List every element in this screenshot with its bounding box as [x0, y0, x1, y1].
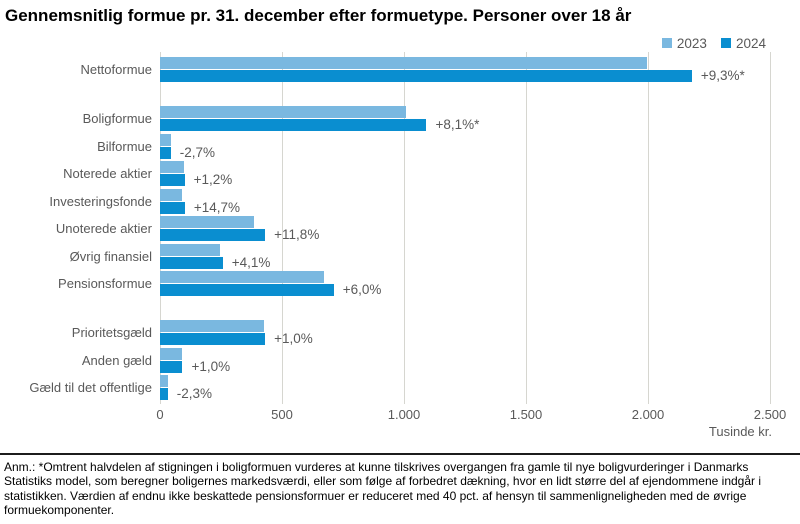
bar-2023	[160, 216, 255, 228]
category-label: Bilformue	[97, 138, 152, 154]
legend-label-2023: 2023	[676, 35, 707, 51]
category-label: Øvrig finansiel	[69, 248, 152, 264]
bar-2024	[160, 146, 171, 159]
category-label: Nettoformue	[80, 62, 152, 77]
gridline	[770, 52, 771, 404]
plot-area: 0 500 1.000 1.500 2.000 2.500 Nettoformue +9,3%…	[29, 52, 787, 422]
bar-2024	[160, 229, 266, 241]
category-label: Noterede aktier	[63, 166, 152, 181]
category-label: Unoterede aktier	[55, 221, 152, 236]
footnote-divider	[0, 453, 800, 455]
bar-2024	[160, 360, 183, 373]
bar-2024	[160, 284, 334, 296]
change-pct-label: -2,7%	[179, 144, 216, 160]
gridline	[160, 52, 161, 404]
category-label: Boligformue	[82, 111, 152, 126]
change-pct-label: +14,7%	[193, 199, 241, 215]
bar-2024	[160, 388, 168, 400]
legend: 2023 2024	[470, 35, 766, 51]
bar-2024	[160, 119, 427, 131]
category-label: Anden gæld	[81, 352, 152, 368]
bar-2023	[160, 57, 647, 69]
bar-2023	[160, 133, 171, 146]
legend-item-2023: 2023	[661, 35, 707, 51]
x-tick-label: 2.000	[631, 407, 665, 422]
x-tick-label: 500	[271, 407, 293, 422]
category-label: Prioritetsgæld	[71, 325, 152, 340]
bar-2023	[160, 161, 185, 173]
gridline	[282, 52, 283, 404]
change-pct-label: +9,3%*	[700, 68, 745, 83]
bar-2023	[160, 271, 324, 283]
change-pct-label: +1,0%	[274, 331, 313, 346]
bar-2024	[160, 174, 185, 186]
bar-2024	[160, 256, 223, 269]
x-axis-unit-label: Tusinde kr.	[708, 424, 772, 439]
bar-2024	[160, 201, 185, 214]
x-tick-label: 1.500	[509, 407, 543, 422]
gridline	[648, 52, 649, 404]
change-pct-label: +1,0%	[191, 358, 231, 374]
x-tick-label: 1.000	[387, 407, 421, 422]
bar-2023	[160, 347, 183, 360]
x-tick-label: 0	[156, 407, 164, 422]
bar-2024	[160, 70, 692, 82]
change-pct-label: +4,1%	[231, 254, 271, 270]
bar-2023	[160, 106, 407, 118]
x-tick-label: 2.500	[753, 407, 787, 422]
legend-swatch-2023-icon	[661, 38, 672, 48]
change-pct-label: +8,1%*	[435, 117, 480, 132]
bar-2023	[160, 320, 265, 332]
chart-title: Gennemsnitlig formue pr. 31. december ef…	[5, 6, 632, 25]
bar-2024	[160, 333, 266, 345]
category-label: Pensionsformue	[58, 276, 152, 291]
category-label: Gæld til det offentlige	[29, 380, 152, 395]
change-pct-label: +1,2%	[193, 172, 233, 187]
category-label: Investeringsfonde	[49, 193, 152, 209]
legend-item-2024: 2024	[720, 35, 766, 51]
gridline	[404, 52, 405, 404]
legend-label-2024: 2024	[735, 35, 766, 51]
bar-2023	[160, 188, 182, 201]
bar-2023	[160, 375, 169, 387]
change-pct-label: +11,8%	[274, 227, 320, 242]
footnote-text: Anm.: *Omtrent halvdelen af stigningen i…	[4, 460, 762, 518]
bar-2023	[160, 243, 221, 256]
change-pct-label: -2,3%	[176, 386, 213, 401]
gridline	[526, 52, 527, 404]
change-pct-label: +6,0%	[342, 282, 382, 297]
legend-swatch-2024-icon	[720, 38, 731, 48]
